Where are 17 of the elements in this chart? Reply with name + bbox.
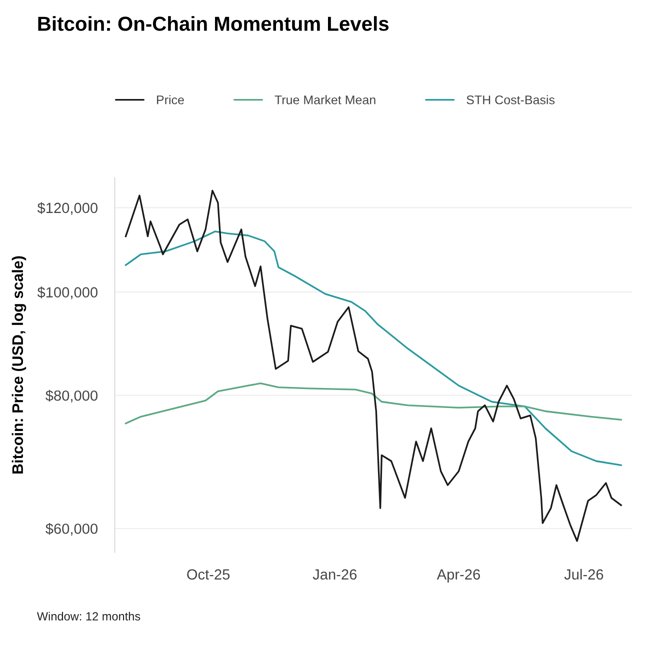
y-tick-label: $100,000 — [37, 286, 98, 300]
text: Window: 12 months — [36, 612, 140, 620]
x-tick-label: Jul-26 — [564, 568, 604, 580]
y-tick-label: $60,000 — [46, 522, 98, 536]
chart-title: Bitcoin: On-Chain Momentum Levels — [38, 16, 389, 31]
line-series — [124, 230, 622, 466]
legend-label: True Market Mean — [274, 95, 376, 104]
legend-label: STH Cost-Basis — [466, 95, 555, 104]
y-axis-title: Bitcoin: Price (USD, log scale) — [12, 256, 26, 474]
x-tick-label: Jan-26 — [312, 569, 357, 580]
x-tick-label: Oct-25 — [187, 569, 230, 580]
line-series — [124, 190, 622, 542]
line-series — [124, 382, 622, 424]
y-tick-label: $120,000 — [37, 202, 98, 215]
legend-label: Price — [157, 95, 184, 104]
y-tick-label: $80,000 — [46, 390, 98, 402]
x-tick-label: Apr-26 — [436, 569, 480, 582]
